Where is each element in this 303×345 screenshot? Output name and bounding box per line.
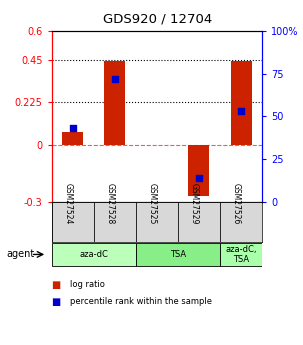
- Bar: [231, 61, 251, 145]
- Point: [239, 109, 244, 114]
- Text: GSM27525: GSM27525: [148, 183, 157, 225]
- Text: GSM27524: GSM27524: [64, 183, 73, 225]
- Point: [112, 76, 117, 82]
- Bar: [188, 145, 209, 196]
- FancyBboxPatch shape: [94, 202, 136, 242]
- FancyBboxPatch shape: [178, 202, 220, 242]
- FancyBboxPatch shape: [52, 202, 94, 242]
- Point: [196, 175, 201, 181]
- Text: aza-dC,
TSA: aza-dC, TSA: [225, 245, 257, 264]
- Text: GSM27528: GSM27528: [106, 183, 115, 225]
- Bar: [62, 132, 83, 145]
- FancyBboxPatch shape: [136, 202, 178, 242]
- FancyBboxPatch shape: [52, 243, 136, 266]
- Text: agent: agent: [6, 249, 34, 259]
- Point: [70, 126, 75, 131]
- Text: TSA: TSA: [170, 250, 186, 259]
- FancyBboxPatch shape: [220, 243, 262, 266]
- Text: GSM27529: GSM27529: [190, 183, 199, 225]
- FancyBboxPatch shape: [220, 202, 262, 242]
- Bar: [104, 61, 125, 145]
- FancyBboxPatch shape: [136, 243, 220, 266]
- Text: GSM27526: GSM27526: [232, 183, 241, 225]
- Text: aza-dC: aza-dC: [79, 250, 108, 259]
- Text: ■: ■: [52, 297, 61, 307]
- Text: percentile rank within the sample: percentile rank within the sample: [70, 297, 212, 306]
- Text: log ratio: log ratio: [70, 280, 105, 289]
- Text: GDS920 / 12704: GDS920 / 12704: [103, 12, 212, 25]
- Text: ■: ■: [52, 280, 61, 289]
